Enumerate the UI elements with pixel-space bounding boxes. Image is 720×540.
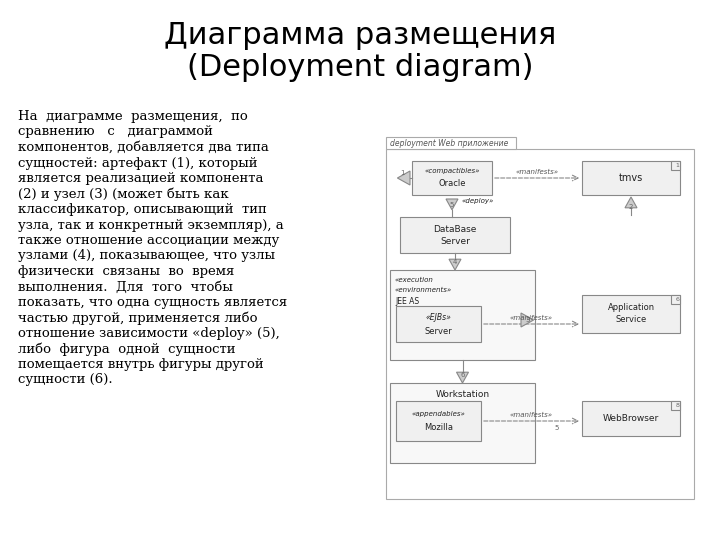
Polygon shape [449,259,461,270]
Text: узлами (4), показывающее, что узлы: узлами (4), показывающее, что узлы [18,249,275,262]
Text: (Deployment diagram): (Deployment diagram) [186,53,534,83]
Text: узла, так и конкретный экземпляр), а: узла, так и конкретный экземпляр), а [18,219,284,232]
Text: 4: 4 [453,259,457,265]
Bar [396,401,481,441]
Text: «appendables»: «appendables» [412,411,465,417]
Bar [386,137,516,149]
Text: «manifests»: «manifests» [510,315,553,321]
Text: сущности (6).: сущности (6). [18,374,112,387]
Text: «EJBs»: «EJBs» [426,314,451,322]
Text: 3: 3 [526,317,530,323]
Polygon shape [521,313,534,327]
Text: выполнения.  Для  того  чтобы: выполнения. Для того чтобы [18,280,233,294]
Text: JEE AS: JEE AS [395,297,419,306]
Text: физически  связаны  во  время: физически связаны во время [18,265,235,278]
Text: Диаграмма размещения: Диаграмма размещения [164,21,556,50]
Bar [412,161,492,195]
Text: «deploy»: «deploy» [462,198,495,204]
Text: Workstation: Workstation [436,390,490,399]
Bar [671,161,680,170]
Text: Mozilla: Mozilla [424,422,453,431]
Bar [386,149,694,499]
Text: 1: 1 [675,163,679,168]
Text: частью другой, применяется либо: частью другой, применяется либо [18,312,258,325]
Text: «manifests»: «manifests» [516,169,559,175]
Text: «manifests»: «manifests» [510,412,553,418]
Text: либо  фигура  одной  сущности: либо фигура одной сущности [18,342,235,356]
Text: сравнению   с   диаграммой: сравнению с диаграммой [18,125,213,138]
Text: сущностей: артефакт (1), который: сущностей: артефакт (1), который [18,157,258,170]
Text: «environments»: «environments» [395,287,452,293]
Text: WebBrowser: WebBrowser [603,414,659,423]
Text: deployment Web приложение: deployment Web приложение [390,138,508,147]
Text: 8: 8 [675,403,679,408]
Bar [582,401,680,436]
Polygon shape [625,197,637,208]
Bar [671,295,680,304]
Text: 1: 1 [400,170,404,176]
Text: 6: 6 [675,297,679,302]
Text: является реализацией компонента: является реализацией компонента [18,172,264,185]
Text: Server: Server [425,327,452,335]
Text: компонентов, добавляется два типа: компонентов, добавляется два типа [18,141,269,154]
Bar [400,217,510,253]
Text: Application: Application [608,303,654,313]
Text: также отношение ассоциации между: также отношение ассоциации между [18,234,279,247]
Text: DataBase: DataBase [433,226,477,234]
Bar [582,161,680,195]
Text: «compactibles»: «compactibles» [424,168,480,174]
Text: 5: 5 [555,425,559,431]
Text: помещается внутрь фигуры другой: помещается внутрь фигуры другой [18,358,264,371]
Bar [396,306,481,342]
Text: Oracle: Oracle [438,179,466,188]
Text: На  диаграмме  размещения,  по: На диаграмме размещения, по [18,110,248,123]
Bar [390,270,535,360]
Text: 2: 2 [629,204,633,210]
Text: Service: Service [616,315,647,325]
Text: 5: 5 [450,202,454,208]
Text: tmvs: tmvs [619,173,643,183]
Text: «execution: «execution [395,277,434,283]
Text: показать, что одна сущность является: показать, что одна сущность является [18,296,287,309]
Text: (2) и узел (3) (может быть как: (2) и узел (3) (может быть как [18,187,229,201]
Polygon shape [456,372,469,383]
Bar [671,401,680,410]
Text: классификатор, описывающий  тип: классификатор, описывающий тип [18,203,266,216]
Polygon shape [397,171,410,185]
Text: отношение зависимости «deploy» (5),: отношение зависимости «deploy» (5), [18,327,280,340]
Polygon shape [446,199,458,210]
Bar [390,383,535,463]
Text: 6: 6 [460,372,464,378]
Bar [582,295,680,333]
Text: Server: Server [440,238,470,246]
